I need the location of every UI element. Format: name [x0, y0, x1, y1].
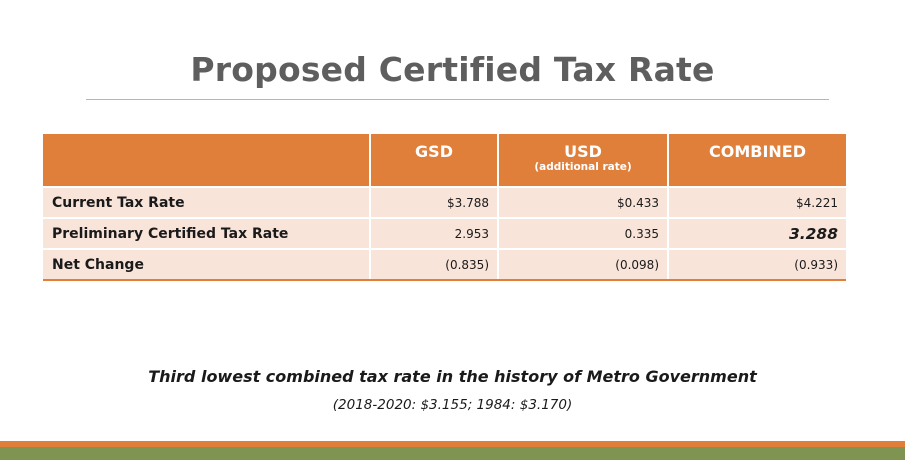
row-label: Preliminary Certified Tax Rate [43, 217, 370, 249]
header-usd-label: USD [564, 142, 602, 161]
usd-value: $0.433 [497, 186, 668, 218]
row-label: Net Change [43, 248, 370, 281]
header-combined: COMBINED [667, 134, 846, 187]
header-combined-label: COMBINED [708, 142, 806, 161]
usd-value: 0.335 [497, 217, 668, 249]
table-row: Net Change (0.835) (0.098) (0.933) [43, 248, 846, 281]
footer-green-bar [0, 447, 905, 460]
page-title: Proposed Certified Tax Rate [190, 50, 715, 89]
footnote-detail: (2018-2020: $3.155; 1984: $3.170) [332, 397, 573, 413]
combined-value: (0.933) [667, 248, 846, 281]
header-gsd: GSD [369, 134, 498, 187]
gsd-value: $3.788 [369, 186, 498, 218]
title-divider [86, 99, 829, 100]
header-blank-cell [43, 134, 370, 187]
footnote-headline: Third lowest combined tax rate in the hi… [148, 367, 757, 386]
header-usd-sublabel: (additional rate) [534, 160, 632, 173]
combined-value: 3.288 [667, 217, 846, 249]
usd-value: (0.098) [497, 248, 668, 281]
gsd-value: 2.953 [369, 217, 498, 249]
combined-value: $4.221 [667, 186, 846, 218]
gsd-value: (0.835) [369, 248, 498, 281]
header-gsd-label: GSD [415, 142, 453, 161]
table-header-row: GSD USD (additional rate) COMBINED [43, 134, 846, 187]
table-row: Preliminary Certified Tax Rate 2.953 0.3… [43, 217, 846, 249]
table-row: Current Tax Rate $3.788 $0.433 $4.221 [43, 186, 846, 218]
header-usd: USD (additional rate) [497, 134, 668, 187]
row-label: Current Tax Rate [43, 186, 370, 218]
footer-orange-bar [0, 441, 905, 447]
tax-rate-table: GSD USD (additional rate) COMBINED Curren… [43, 134, 846, 281]
